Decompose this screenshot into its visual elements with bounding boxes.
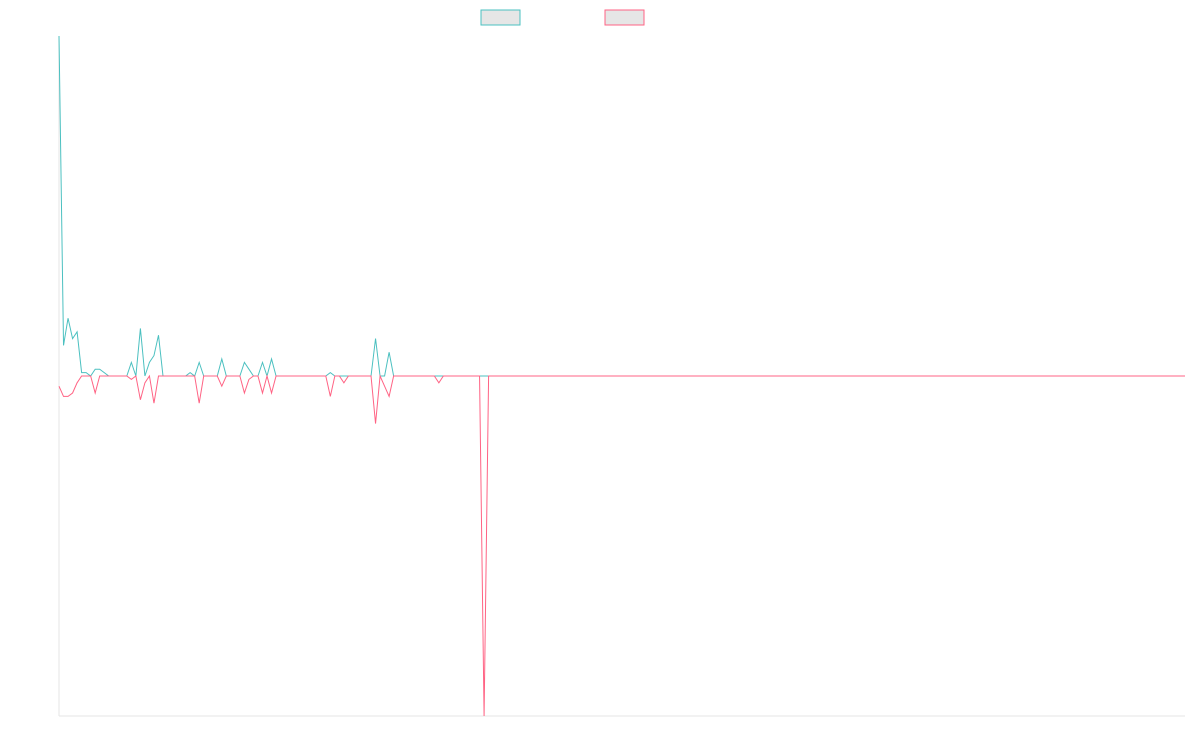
series-2-line <box>58 374 1185 717</box>
axes <box>58 36 1185 717</box>
series-layer <box>58 35 1185 717</box>
series-1-line <box>58 35 1185 378</box>
legend-swatch-2[interactable] <box>604 9 645 26</box>
legend-swatch-1[interactable] <box>480 9 521 26</box>
legend <box>480 9 645 26</box>
series-2 <box>58 374 1185 717</box>
series-1 <box>58 35 1185 378</box>
